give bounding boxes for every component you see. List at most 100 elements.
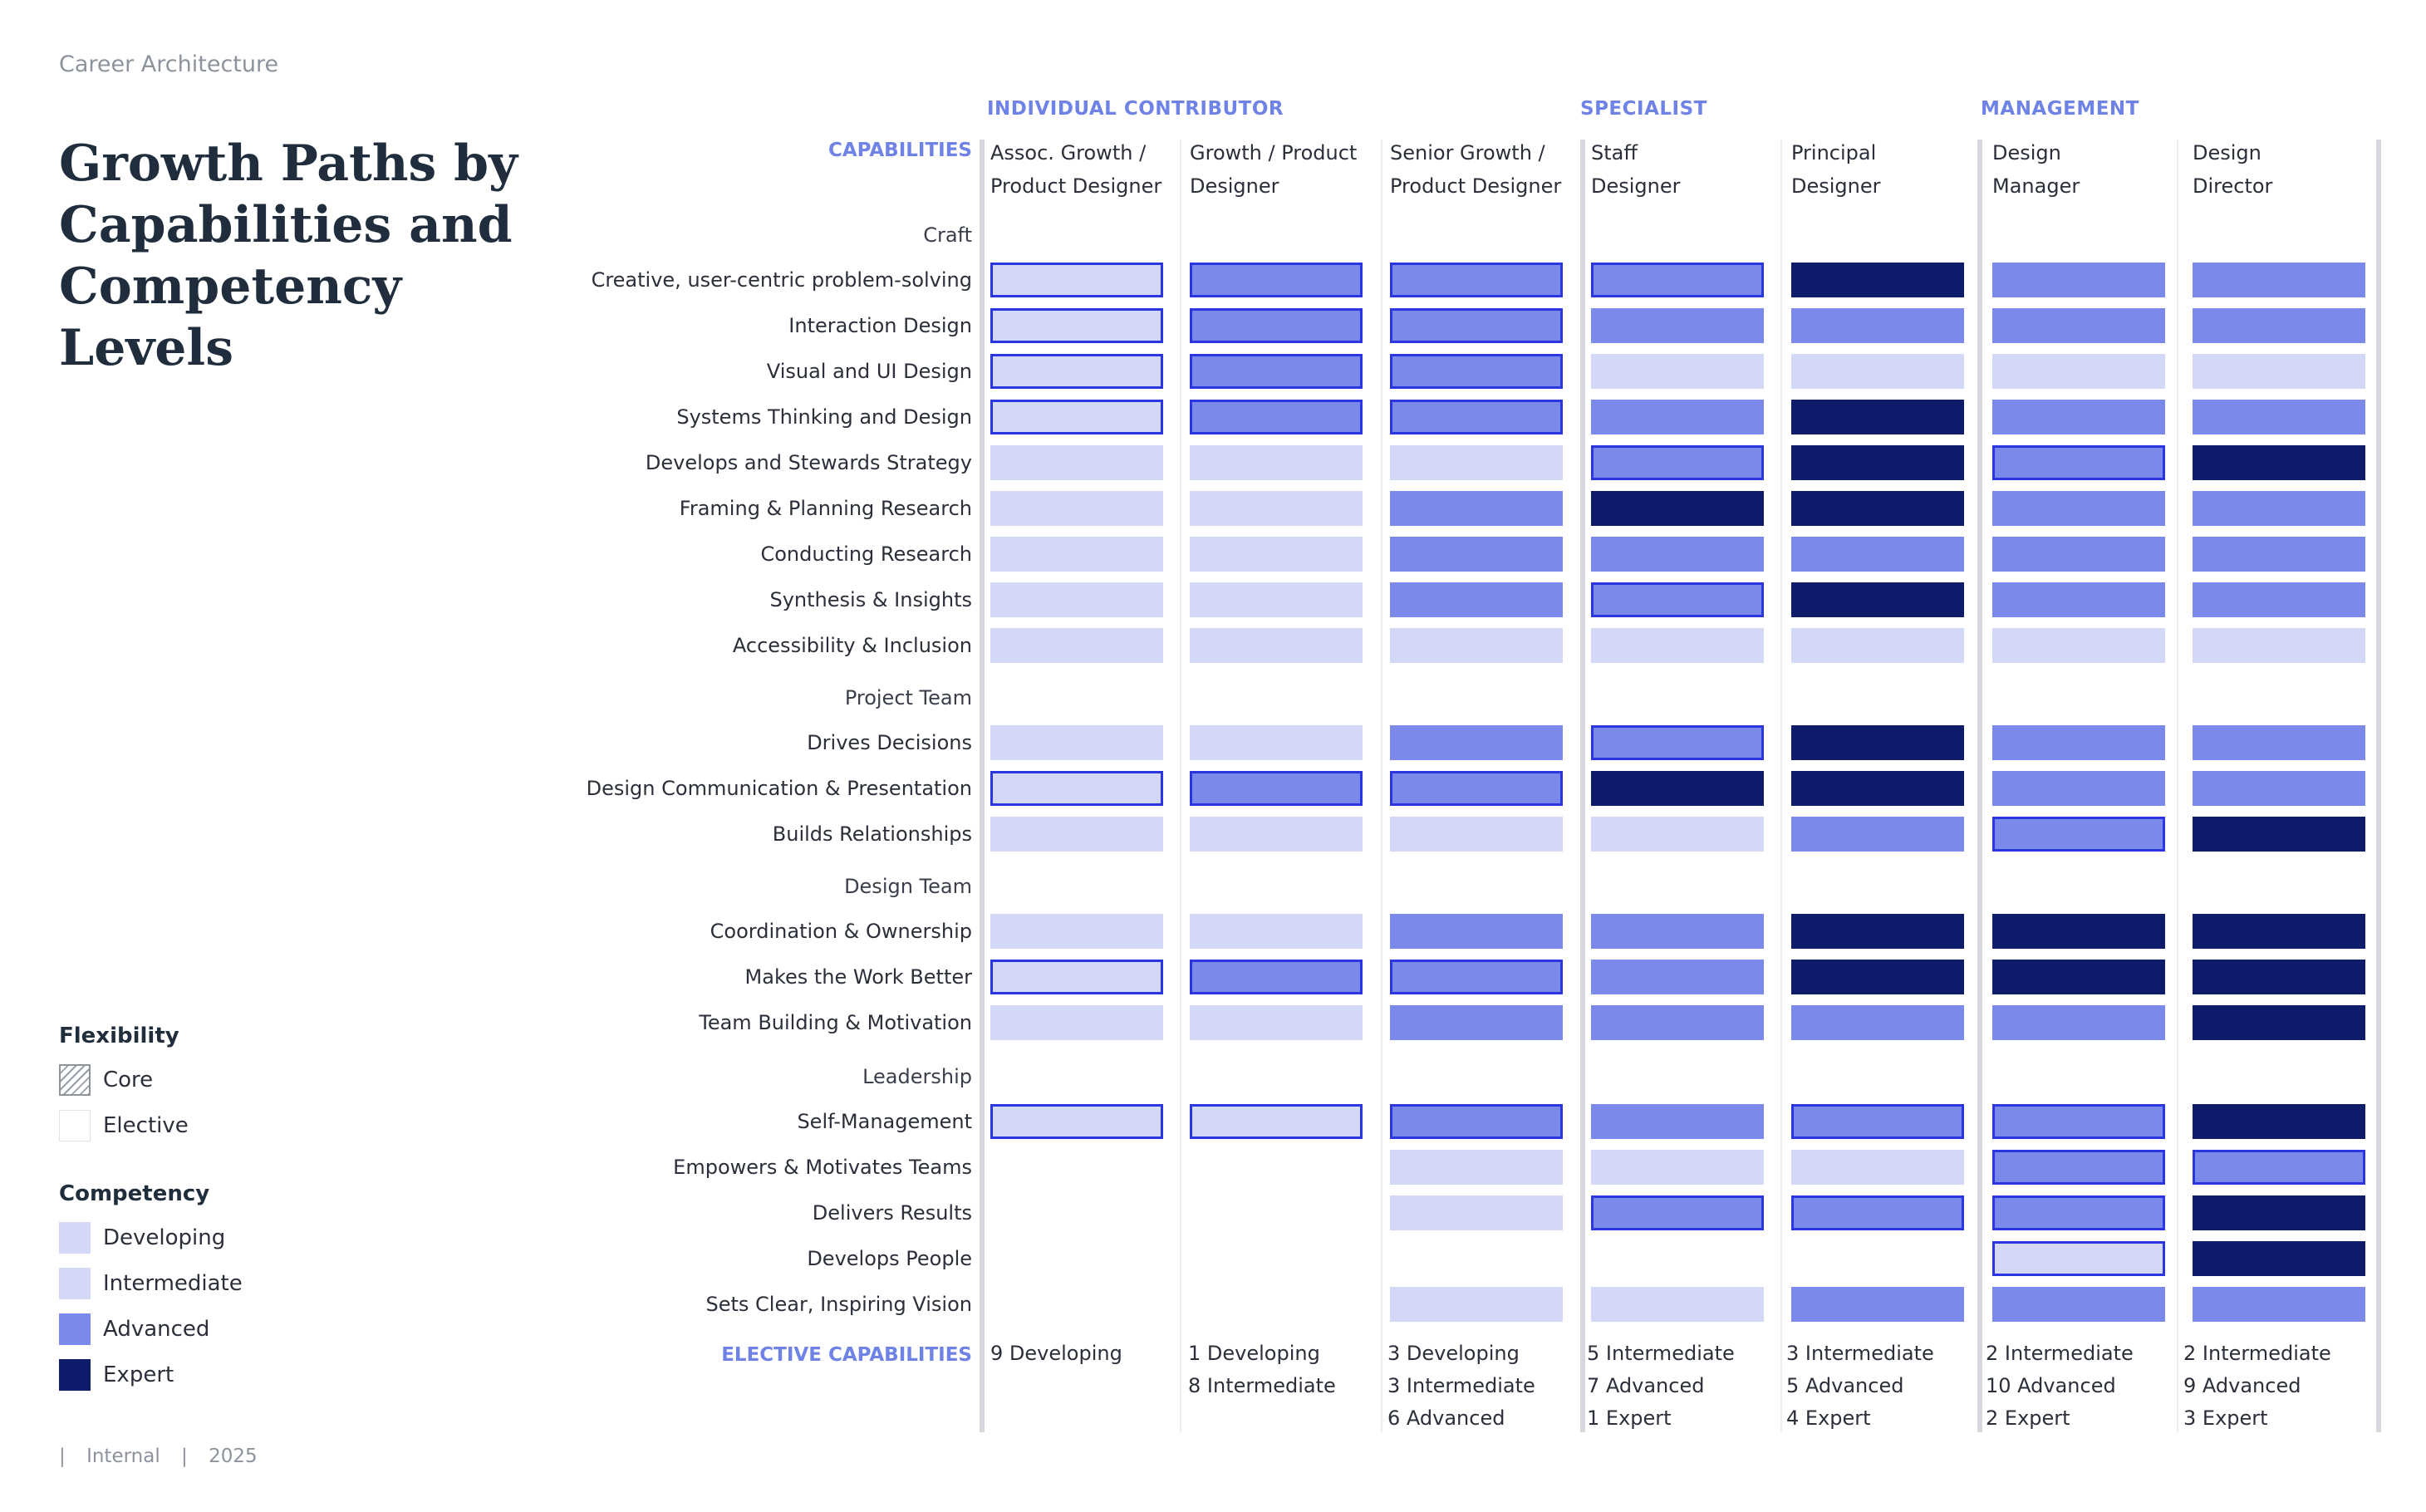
competency-cell-advanced-elective — [1992, 725, 2165, 760]
capability-label: Develops People — [807, 1247, 972, 1270]
competency-cell-advanced-core — [1992, 1150, 2165, 1185]
competency-cell-advanced-elective — [1791, 817, 1964, 852]
competency-cell-advanced-elective — [1992, 582, 2165, 617]
capability-label: Develops and Stewards Strategy — [645, 451, 972, 474]
capability-label: Conducting Research — [760, 542, 972, 566]
competency-legend: Competency Developing Intermediate Advan… — [59, 1181, 243, 1397]
column-header: Growth / Product Designer — [1190, 136, 1381, 203]
competency-cell-advanced-elective — [2193, 491, 2365, 526]
capability-label: Builds Relationships — [772, 822, 972, 846]
legend-label-advanced: Advanced — [103, 1316, 210, 1342]
column-header: Principal Designer — [1791, 136, 1982, 203]
competency-cell-advanced-core — [1791, 1195, 1964, 1230]
competency-cell-expert-elective — [1591, 491, 1764, 526]
competency-cell-intermediate-elective — [1791, 628, 1964, 663]
competency-cell-advanced-core — [1992, 445, 2165, 480]
competency-cell-advanced-elective — [1791, 308, 1964, 343]
competency-cell-advanced-elective — [2193, 308, 2365, 343]
legend-label-developing: Developing — [103, 1225, 226, 1250]
competency-cell-expert-elective — [2193, 1241, 2365, 1276]
column-header-line: Product Designer — [1390, 174, 1562, 198]
competency-cell-intermediate-elective — [1791, 1150, 1964, 1185]
capability-label: Accessibility & Inclusion — [732, 634, 972, 657]
legend-item-advanced: Advanced — [59, 1306, 243, 1352]
competency-cell-advanced-core — [1190, 771, 1363, 806]
column-header-line: Designer — [1791, 174, 1881, 198]
capability-label: Synthesis & Insights — [769, 588, 972, 611]
competency-legend-title: Competency — [59, 1181, 210, 1206]
competency-cell-advanced-elective — [1591, 960, 1764, 994]
elective-summary-line: 8 Intermediate — [1188, 1374, 1336, 1397]
advanced-swatch — [59, 1313, 91, 1345]
column-header-line: Growth / Product — [1190, 141, 1358, 164]
elective-summary-line: 9 Developing — [990, 1342, 1122, 1365]
competency-cell-developing-core — [990, 354, 1163, 389]
elective-summary: 2 Intermediate 10 Advanced 2 Expert — [1986, 1338, 2177, 1435]
competency-cell-expert-elective — [1791, 725, 1964, 760]
column-header-line: Designer — [1591, 174, 1681, 198]
column-header-line: Principal — [1791, 141, 1877, 164]
competency-cell-advanced-core — [1190, 308, 1363, 343]
competency-cell-advanced-core — [1390, 1104, 1563, 1139]
elective-summary-line: 1 Expert — [1587, 1406, 1672, 1430]
competency-cell-expert-elective — [2193, 445, 2365, 480]
elective-summary-line: 9 Advanced — [2183, 1374, 2301, 1397]
competency-cell-advanced-elective — [1992, 1287, 2165, 1322]
competency-cell-expert-elective — [1791, 400, 1964, 434]
competency-cell-expert-elective — [2193, 960, 2365, 994]
legend-item-elective: Elective — [59, 1102, 189, 1148]
competency-cell-advanced-core — [1390, 400, 1563, 434]
competency-cell-expert-elective — [2193, 1195, 2365, 1230]
competency-cell-advanced-core — [1992, 1104, 2165, 1139]
competency-cell-advanced-elective — [2193, 725, 2365, 760]
developing-swatch — [59, 1221, 91, 1254]
elective-summary-line: 2 Expert — [1986, 1406, 2070, 1430]
elective-capabilities-label: ELECTIVE CAPABILITIES — [721, 1344, 972, 1366]
capability-label: Visual and UI Design — [766, 360, 972, 383]
group-divider — [1580, 140, 1585, 1432]
group-divider — [980, 140, 985, 1432]
legend-label-elective: Elective — [103, 1112, 189, 1138]
competency-cell-advanced-elective — [1992, 771, 2165, 806]
competency-cell-developing-elective — [990, 582, 1163, 617]
competency-cell-expert-elective — [1791, 771, 1964, 806]
section-title: Leadership — [862, 1065, 972, 1088]
competency-cell-developing-elective — [990, 628, 1163, 663]
capability-label: Framing & Planning Research — [679, 497, 972, 520]
competency-cell-advanced-elective — [2193, 537, 2365, 572]
elective-summary-line: 3 Expert — [2183, 1406, 2268, 1430]
competency-cell-advanced-core — [2193, 1150, 2365, 1185]
competency-cell-intermediate-elective — [1190, 725, 1363, 760]
competency-cell-expert-elective — [1591, 771, 1764, 806]
column-header-line: Assoc. Growth / — [990, 141, 1147, 164]
legend-item-developing: Developing — [59, 1215, 243, 1260]
competency-cell-advanced-elective — [1992, 1005, 2165, 1040]
competency-cell-advanced-elective — [1992, 263, 2165, 297]
column-header-line: Design — [2193, 141, 2261, 164]
competency-cell-advanced-elective — [2193, 771, 2365, 806]
competency-cell-expert-elective — [2193, 914, 2365, 949]
competency-cell-developing-core — [990, 1104, 1163, 1139]
competency-cell-advanced-elective — [1390, 537, 1563, 572]
group-management: MANAGEMENT — [1981, 98, 2139, 120]
competency-cell-intermediate-elective — [1591, 817, 1764, 852]
elective-summary: 3 Developing 3 Intermediate 6 Advanced — [1387, 1338, 1579, 1435]
competency-cell-expert-elective — [1791, 263, 1964, 297]
competency-cell-intermediate-elective — [1390, 1195, 1563, 1230]
competency-cell-expert-elective — [1791, 491, 1964, 526]
competency-cell-advanced-core — [1791, 1104, 1964, 1139]
competency-cell-developing-elective — [990, 491, 1163, 526]
competency-cell-expert-elective — [2193, 817, 2365, 852]
competency-cell-advanced-elective — [1992, 400, 2165, 434]
intermediate-swatch — [59, 1267, 91, 1299]
column-header-line: Designer — [1190, 174, 1279, 198]
elective-summary-line: 2 Intermediate — [1986, 1342, 2134, 1365]
column-divider — [1381, 140, 1382, 1432]
column-header: Design Director — [2193, 136, 2384, 203]
column-header-line: Senior Growth / — [1390, 141, 1545, 164]
competency-cell-advanced-elective — [1992, 491, 2165, 526]
page-title: Growth Paths by Capabilities and Compete… — [59, 135, 518, 377]
footer: | Internal | 2025 — [59, 1446, 273, 1467]
capability-label: Delivers Results — [812, 1201, 972, 1225]
competency-cell-intermediate-core — [1190, 1104, 1363, 1139]
